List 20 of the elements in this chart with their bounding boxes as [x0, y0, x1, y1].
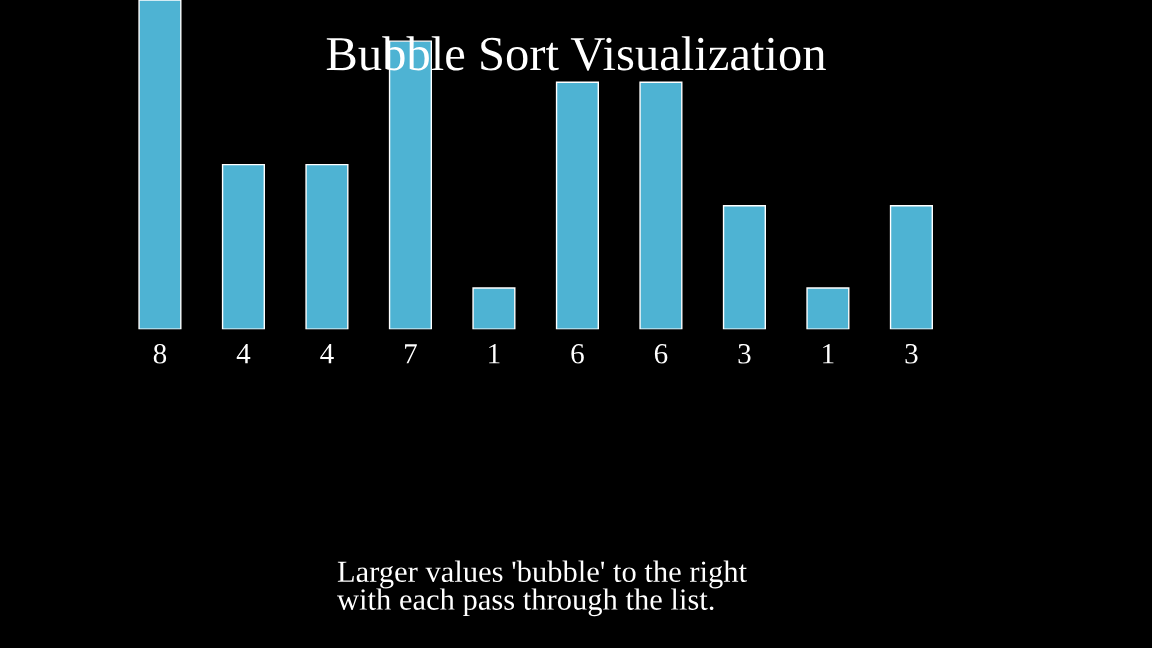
data-label: 3 [905, 344, 918, 364]
data-label: 1 [823, 344, 834, 364]
bar [138, 0, 182, 330]
data-label: 1 [489, 344, 500, 364]
data-label: 6 [571, 344, 584, 364]
data-label: 4 [236, 344, 251, 364]
data-label: 8 [153, 343, 167, 364]
data-label: 6 [654, 344, 668, 364]
data-label: 4 [320, 344, 334, 364]
bar [305, 163, 349, 330]
bar [221, 163, 266, 330]
bar [722, 205, 766, 330]
bar [472, 287, 516, 330]
data-label: 7 [405, 344, 417, 364]
text: Larger values 'bubble' to the right with each pass through the list. [336, 560, 747, 617]
bar [639, 81, 683, 330]
bar [806, 287, 850, 330]
bar [555, 81, 599, 330]
data-label: 3 [738, 344, 751, 364]
bar [889, 205, 933, 330]
